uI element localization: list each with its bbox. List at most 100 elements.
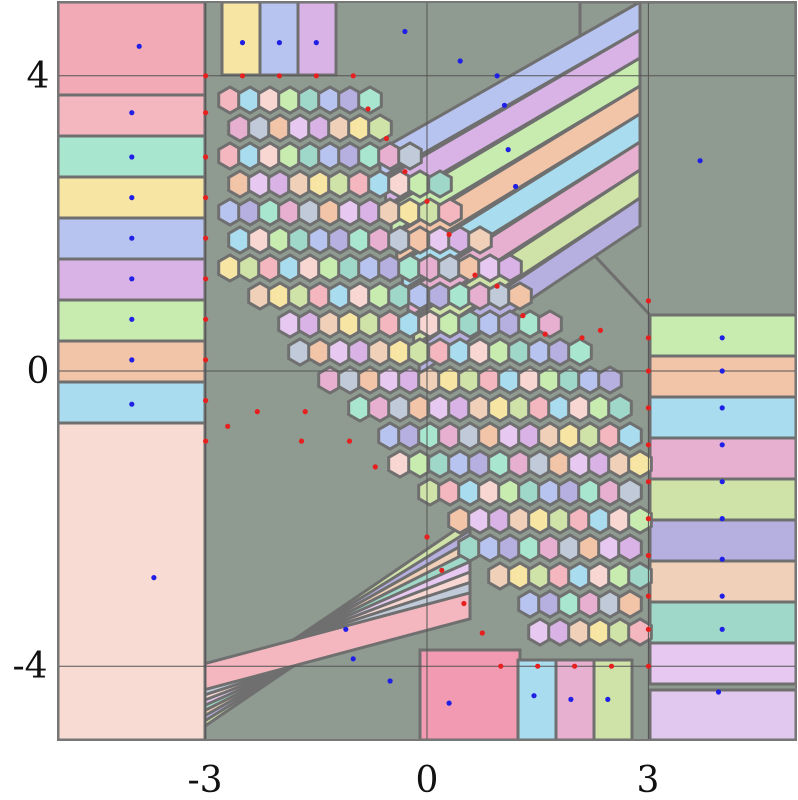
red-point <box>424 534 430 540</box>
red-point <box>203 110 209 116</box>
red-point <box>494 283 500 289</box>
voronoi-cell <box>58 93 207 138</box>
red-point <box>239 73 246 79</box>
blue-point <box>501 102 508 108</box>
voronoi-cell <box>537 309 563 339</box>
red-point <box>498 663 504 669</box>
voronoi-cell <box>648 688 796 740</box>
red-point <box>424 198 430 204</box>
blue-point <box>697 158 703 164</box>
blue-point <box>129 154 135 160</box>
blue-point <box>129 357 135 363</box>
voronoi-cell <box>437 197 463 227</box>
voronoi-cell <box>627 561 653 591</box>
red-point <box>225 423 231 429</box>
voronoi-cell <box>648 477 796 522</box>
voronoi-cell <box>58 2 207 97</box>
voronoi-cell <box>627 505 653 535</box>
blue-point <box>387 678 393 684</box>
voronoi-cell <box>617 533 643 563</box>
blue-point <box>719 405 725 411</box>
red-point <box>298 438 305 444</box>
voronoi-cell <box>507 281 533 311</box>
red-point <box>439 567 445 573</box>
voronoi-cell <box>617 589 643 619</box>
scatter-points <box>129 28 725 706</box>
red-point <box>346 438 353 444</box>
red-point <box>472 272 478 278</box>
red-point <box>572 663 578 669</box>
red-point <box>645 552 652 559</box>
blue-point <box>343 626 349 632</box>
red-point <box>313 73 319 79</box>
y-tick-label: 0 <box>27 351 50 392</box>
red-point <box>203 73 209 79</box>
voronoi-cell <box>258 2 300 77</box>
red-point <box>203 357 209 363</box>
blue-point <box>513 183 519 190</box>
blue-point <box>129 276 135 282</box>
voronoi-cell <box>427 169 453 199</box>
red-point <box>365 106 371 112</box>
blue-point <box>719 556 725 562</box>
voronoi-cell <box>648 641 796 686</box>
red-point <box>645 368 652 374</box>
blue-point <box>151 575 157 581</box>
voronoi-cell <box>418 648 522 740</box>
voronoi-cell <box>617 421 643 451</box>
voronoi-cell <box>648 354 796 399</box>
blue-point <box>505 147 511 153</box>
blue-point <box>129 195 135 201</box>
voronoi-cell <box>617 477 643 507</box>
red-point <box>203 316 209 322</box>
voronoi-cell <box>627 617 653 647</box>
voronoi-cell <box>203 590 472 692</box>
red-point <box>645 405 652 411</box>
voronoi-cell <box>648 395 796 440</box>
y-tick-label: 4 <box>27 56 50 97</box>
voronoi-cell <box>648 559 796 604</box>
blue-point <box>568 696 574 703</box>
x-tick-label: 3 <box>637 760 660 800</box>
red-point <box>302 409 308 415</box>
blue-point <box>719 479 725 485</box>
voronoi-cell <box>597 365 623 395</box>
y-tick-label: -4 <box>12 646 47 687</box>
x-tick-label: -3 <box>187 760 222 800</box>
red-point <box>402 169 408 175</box>
blue-point <box>715 689 722 695</box>
red-point <box>520 313 526 319</box>
blue-point <box>719 442 725 448</box>
voronoi-cells <box>58 2 796 740</box>
red-point <box>203 438 209 444</box>
blue-point <box>605 696 611 703</box>
red-point <box>645 663 652 669</box>
voronoi-cell <box>220 2 262 77</box>
red-point <box>535 663 541 669</box>
blue-point <box>719 516 725 522</box>
blue-point <box>531 693 537 699</box>
red-point <box>372 464 378 470</box>
voronoi-cell <box>467 225 493 255</box>
red-point <box>597 327 604 333</box>
voronoi-cell <box>648 518 796 563</box>
red-point <box>203 235 209 241</box>
red-point <box>608 663 615 669</box>
blue-point <box>719 335 725 341</box>
blue-point <box>276 40 282 46</box>
red-point <box>542 331 548 337</box>
blue-point <box>402 28 408 35</box>
blue-point <box>719 626 725 632</box>
red-point <box>645 593 652 599</box>
blue-point <box>239 40 246 46</box>
red-point <box>203 154 209 160</box>
red-point <box>203 195 209 201</box>
red-point <box>446 231 452 238</box>
voronoi-cell <box>627 449 653 479</box>
blue-point <box>719 593 725 599</box>
red-point <box>579 335 585 341</box>
blue-point <box>129 401 135 407</box>
plot-frame <box>57 1 797 741</box>
red-point <box>479 630 485 636</box>
